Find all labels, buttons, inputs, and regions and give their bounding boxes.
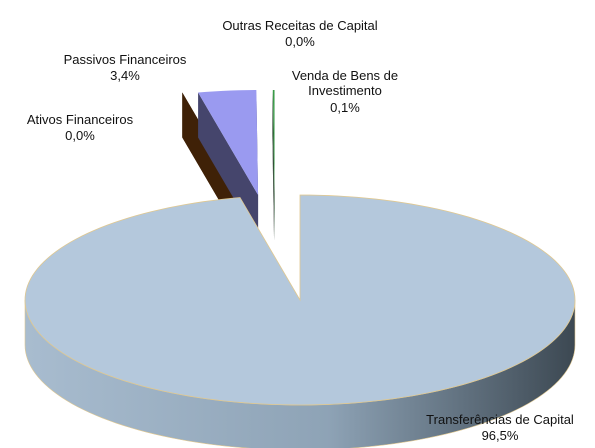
slice-wall	[272, 90, 275, 240]
slice-wall	[272, 90, 275, 240]
slice-label: Passivos Financeiros	[63, 52, 187, 67]
slice	[198, 90, 259, 195]
slice-label: Ativos Financeiros	[26, 112, 134, 127]
slice	[24, 194, 576, 406]
slice-label: Outras Receitas de Capital	[222, 18, 378, 33]
value-label: 0,0%	[65, 128, 95, 143]
slice-label: Transferências de Capital	[426, 412, 574, 427]
slice-label: Venda de Bens de Investimento	[291, 68, 399, 98]
value-label: 3,4%	[110, 68, 140, 83]
value-label: 0,0%	[285, 34, 315, 49]
slice	[272, 90, 275, 195]
value-label: 96,5%	[481, 428, 519, 443]
value-label: 0,1%	[330, 100, 360, 115]
